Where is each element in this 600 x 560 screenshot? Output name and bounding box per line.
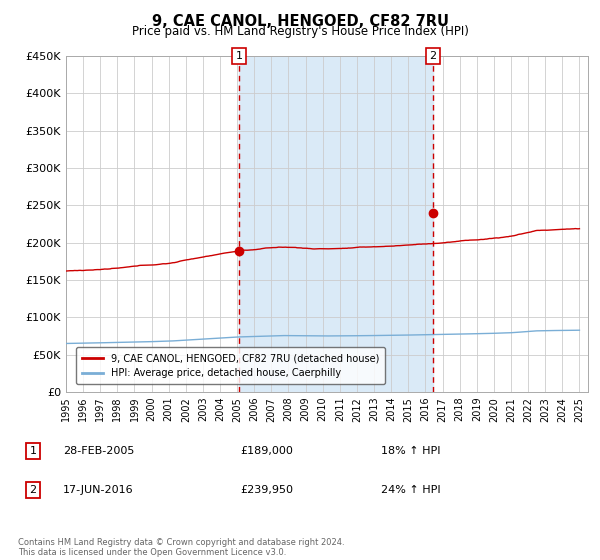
Text: 9, CAE CANOL, HENGOED, CF82 7RU: 9, CAE CANOL, HENGOED, CF82 7RU bbox=[151, 14, 449, 29]
Text: 28-FEB-2005: 28-FEB-2005 bbox=[63, 446, 134, 456]
Text: Price paid vs. HM Land Registry's House Price Index (HPI): Price paid vs. HM Land Registry's House … bbox=[131, 25, 469, 38]
Bar bbox=[239, 56, 433, 392]
Text: Contains HM Land Registry data © Crown copyright and database right 2024.
This d: Contains HM Land Registry data © Crown c… bbox=[18, 538, 344, 557]
Text: 1: 1 bbox=[236, 51, 243, 61]
Text: 2: 2 bbox=[29, 485, 37, 495]
Text: 17-JUN-2016: 17-JUN-2016 bbox=[63, 485, 134, 495]
Legend: 9, CAE CANOL, HENGOED, CF82 7RU (detached house), HPI: Average price, detached h: 9, CAE CANOL, HENGOED, CF82 7RU (detache… bbox=[76, 347, 385, 384]
Text: 1: 1 bbox=[29, 446, 37, 456]
Text: 24% ↑ HPI: 24% ↑ HPI bbox=[381, 485, 440, 495]
Text: £239,950: £239,950 bbox=[240, 485, 293, 495]
Text: 18% ↑ HPI: 18% ↑ HPI bbox=[381, 446, 440, 456]
Text: 2: 2 bbox=[430, 51, 437, 61]
Text: £189,000: £189,000 bbox=[240, 446, 293, 456]
